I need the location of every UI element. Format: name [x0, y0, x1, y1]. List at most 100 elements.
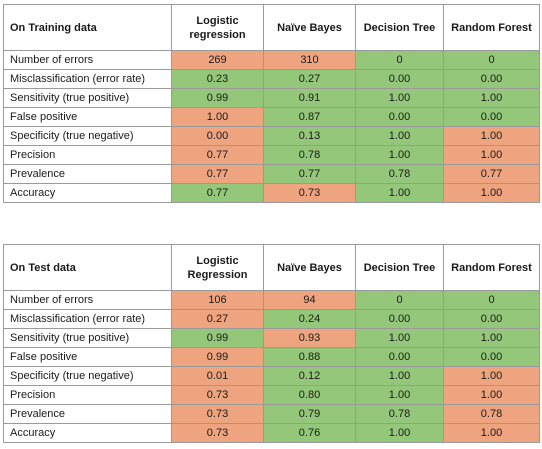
metric-cell: 0.00 — [443, 69, 540, 89]
header-row: On Training data Logistic regression Naï… — [3, 4, 540, 51]
row-label: False positive — [3, 107, 172, 127]
metric-cell: 0.77 — [171, 183, 264, 203]
metric-cell: 1.00 — [443, 423, 540, 443]
test-data-table: On Test data Logistic Regression Naïve B… — [3, 244, 540, 443]
metric-cell: 1.00 — [355, 385, 444, 405]
metric-cell: 0.77 — [263, 164, 356, 184]
metric-cell: 1.00 — [443, 328, 540, 348]
metric-cell: 1.00 — [355, 126, 444, 146]
metric-cell: 0.78 — [263, 145, 356, 165]
metric-cell: 0.01 — [171, 366, 264, 386]
metric-cell: 0 — [355, 290, 444, 310]
training-data-table: On Training data Logistic regression Naï… — [3, 4, 540, 203]
metric-cell: 1.00 — [443, 183, 540, 203]
table-row: Precision 0.73 0.80 1.00 1.00 — [3, 385, 540, 405]
metric-cell: 1.00 — [443, 126, 540, 146]
row-label: Misclassification (error rate) — [3, 309, 172, 329]
metric-cell: 0.88 — [263, 347, 356, 367]
table-title: On Training data — [3, 4, 172, 51]
metric-cell: 0.73 — [263, 183, 356, 203]
column-header: Decision Tree — [355, 244, 444, 291]
metric-cell: 0 — [355, 50, 444, 70]
metric-cell: 0.77 — [443, 164, 540, 184]
column-header: Decision Tree — [355, 4, 444, 51]
table-row: Accuracy 0.77 0.73 1.00 1.00 — [3, 183, 540, 203]
table-row: Misclassification (error rate) 0.27 0.24 0.… — [3, 309, 540, 329]
metric-cell: 1.00 — [443, 366, 540, 386]
table-row: Accuracy 0.73 0.76 1.00 1.00 — [3, 423, 540, 443]
row-label: Prevalence — [3, 164, 172, 184]
row-label: Misclassification (error rate) — [3, 69, 172, 89]
metric-cell: 0.87 — [263, 107, 356, 127]
table-row: Prevalence 0.77 0.77 0.78 0.77 — [3, 164, 540, 184]
table-row: Specificity (true negative) 0.01 0.12 1.00 1… — [3, 366, 540, 386]
metric-cell: 0.80 — [263, 385, 356, 405]
metric-cell: 0.00 — [355, 107, 444, 127]
row-label: False positive — [3, 347, 172, 367]
metric-cell: 0.00 — [171, 126, 264, 146]
metric-cell: 0.24 — [263, 309, 356, 329]
metric-cell: 0.77 — [171, 164, 264, 184]
table-row: False positive 1.00 0.87 0.00 0.00 — [3, 107, 540, 127]
metric-cell: 0.73 — [171, 385, 264, 405]
metric-cell: 0.00 — [355, 69, 444, 89]
metric-cell: 1.00 — [355, 145, 444, 165]
metric-cell: 1.00 — [355, 88, 444, 108]
metric-cell: 0 — [443, 290, 540, 310]
table-row: False positive 0.99 0.88 0.00 0.00 — [3, 347, 540, 367]
table-row: Sensitivity (true positive) 0.99 0.93 1.00 1… — [3, 328, 540, 348]
metric-cell: 0.00 — [443, 347, 540, 367]
metric-cell: 269 — [171, 50, 264, 70]
table-row: Specificity (true negative) 0.00 0.13 1.00 1… — [3, 126, 540, 146]
metric-cell: 0 — [443, 50, 540, 70]
metric-cell: 0.78 — [355, 404, 444, 424]
metric-cell: 0.00 — [355, 347, 444, 367]
header-row: On Test data Logistic Regression Naïve B… — [3, 244, 540, 291]
metric-cell: 0.27 — [171, 309, 264, 329]
metric-cell: 0.77 — [171, 145, 264, 165]
table-title: On Test data — [3, 244, 172, 291]
metric-cell: 1.00 — [443, 385, 540, 405]
metric-cell: 0.73 — [171, 423, 264, 443]
metric-cell: 1.00 — [355, 183, 444, 203]
metric-cell: 1.00 — [355, 366, 444, 386]
metric-cell: 0.00 — [355, 309, 444, 329]
metric-cell: 0.27 — [263, 69, 356, 89]
column-header: Logistic regression — [171, 4, 264, 51]
metric-cell: 1.00 — [443, 88, 540, 108]
metric-cell: 1.00 — [171, 107, 264, 127]
row-label: Precision — [3, 385, 172, 405]
table-row: Number of errors 106 94 0 0 — [3, 290, 540, 310]
table-row: Precision 0.77 0.78 1.00 1.00 — [3, 145, 540, 165]
metric-cell: 0.23 — [171, 69, 264, 89]
row-label: Accuracy — [3, 183, 172, 203]
metric-cell: 0.93 — [263, 328, 356, 348]
metric-cell: 0.12 — [263, 366, 356, 386]
row-label: Precision — [3, 145, 172, 165]
column-header: Naïve Bayes — [263, 4, 356, 51]
metric-cell: 0.78 — [355, 164, 444, 184]
column-header: Random Forest — [443, 244, 540, 291]
metric-cell: 0.91 — [263, 88, 356, 108]
metric-cell: 0.99 — [171, 347, 264, 367]
metric-cell: 0.76 — [263, 423, 356, 443]
table-row: Sensitivity (true positive) 0.99 0.91 1.00 1… — [3, 88, 540, 108]
row-label: Prevalence — [3, 404, 172, 424]
row-label: Number of errors — [3, 290, 172, 310]
metric-cell: 0.73 — [171, 404, 264, 424]
table-row: Prevalence 0.73 0.79 0.78 0.78 — [3, 404, 540, 424]
metric-cell: 310 — [263, 50, 356, 70]
metric-cell: 94 — [263, 290, 356, 310]
row-label: Number of errors — [3, 50, 172, 70]
table-row: Misclassification (error rate) 0.23 0.27 0.… — [3, 69, 540, 89]
table-row: Number of errors 269 310 0 0 — [3, 50, 540, 70]
row-label: Accuracy — [3, 423, 172, 443]
column-header: Random Forest — [443, 4, 540, 51]
metric-cell: 1.00 — [355, 423, 444, 443]
metric-cell: 0.78 — [443, 404, 540, 424]
row-label: Sensitivity (true positive) — [3, 328, 172, 348]
row-label: Specificity (true negative) — [3, 126, 172, 146]
column-header: Naïve Bayes — [263, 244, 356, 291]
metric-cell: 1.00 — [355, 328, 444, 348]
metric-cell: 106 — [171, 290, 264, 310]
